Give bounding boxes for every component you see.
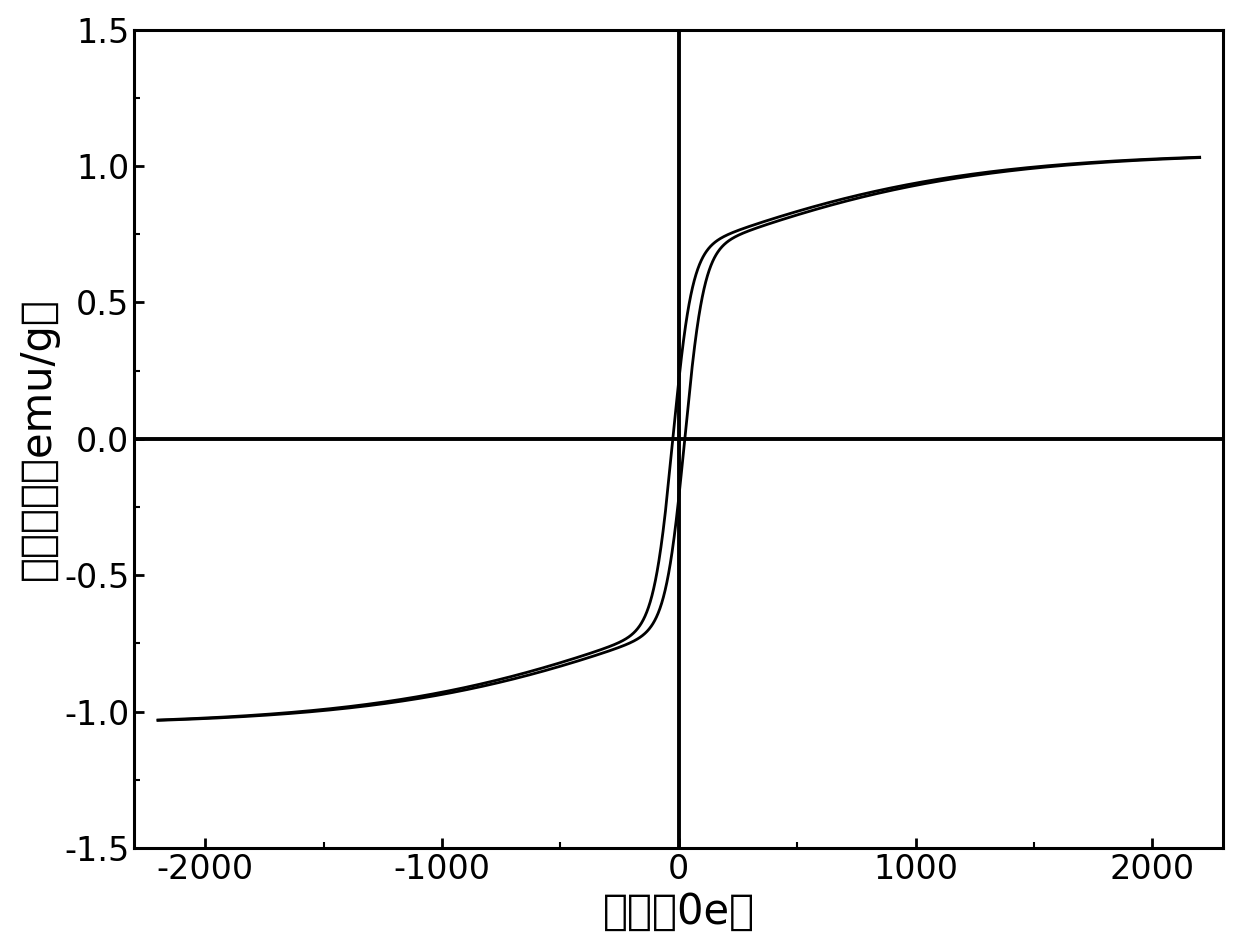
X-axis label: 磁场（0e）: 磁场（0e）: [603, 891, 755, 933]
Y-axis label: 磁化强度（emu/g）: 磁化强度（emu/g）: [16, 297, 58, 580]
